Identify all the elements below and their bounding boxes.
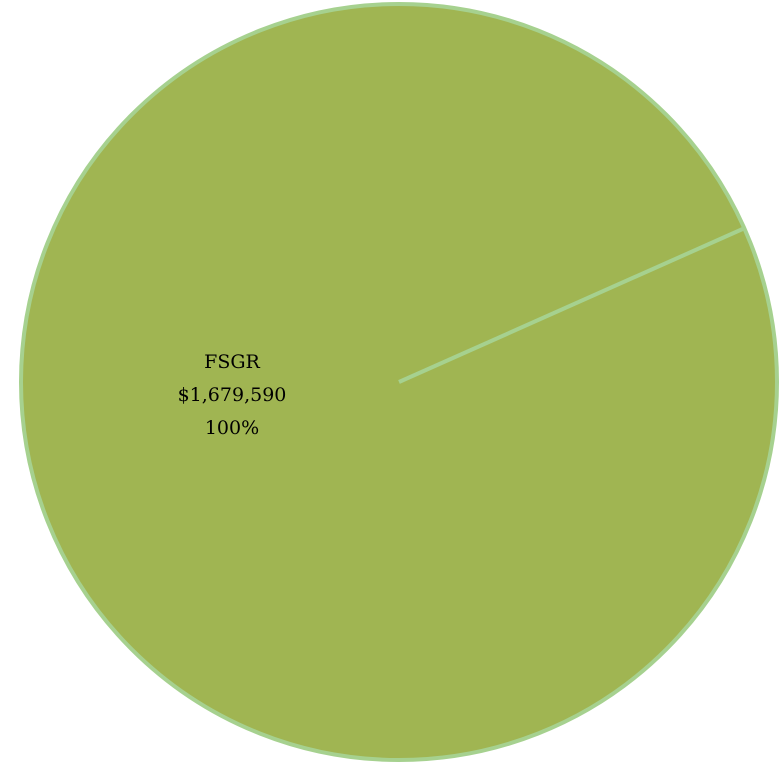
pie-slices (19, 2, 779, 762)
slice-label-percent: 100% (205, 417, 259, 439)
slice-labels: FSGR $1,679,590 100% (178, 351, 287, 439)
slice-edge-line (398, 226, 746, 384)
slice-label-value: $1,679,590 (178, 384, 287, 406)
slice-label-name: FSGR (204, 351, 260, 373)
